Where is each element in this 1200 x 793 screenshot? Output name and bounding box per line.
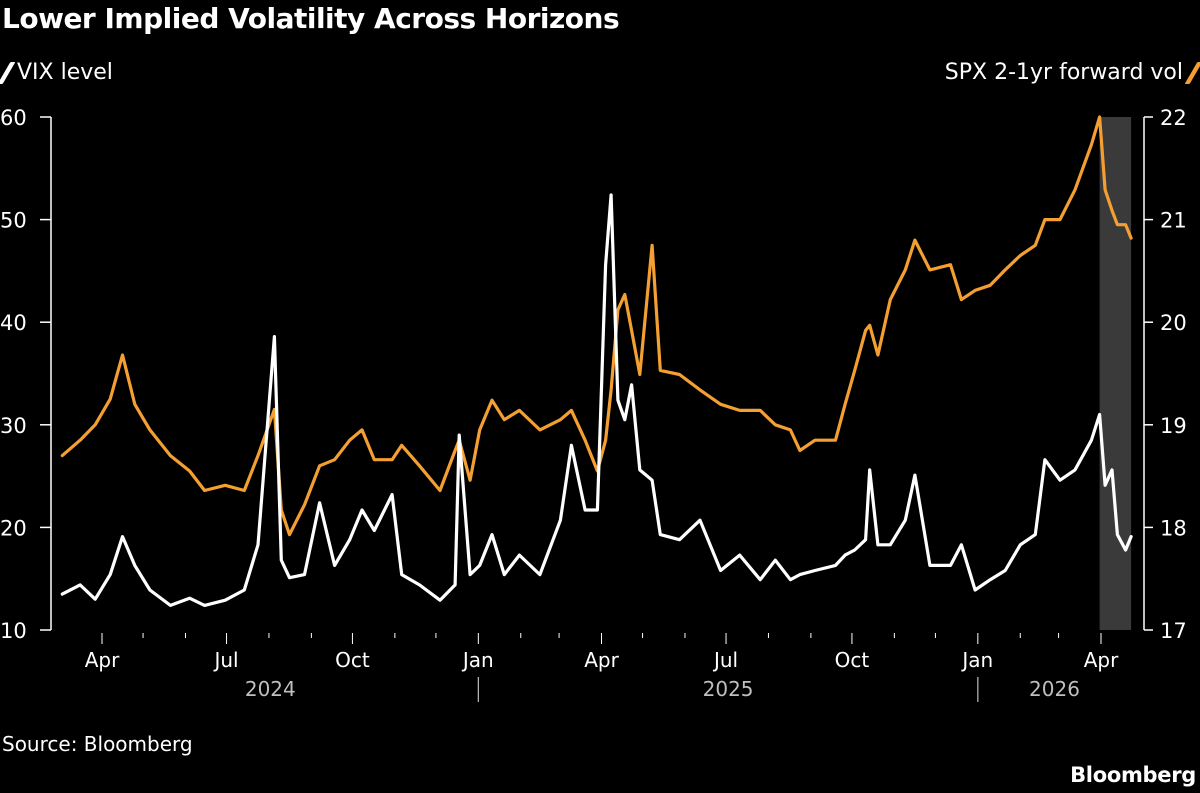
left-axis-tick-label: 50 [0, 209, 27, 233]
legend-item-spx: SPX 2-1yr forward vol [944, 60, 1200, 85]
left-axis-tick-label: 60 [0, 106, 27, 130]
right-axis-tick-label: 21 [1160, 209, 1187, 233]
x-axis-year-label: 2025 [703, 677, 754, 701]
x-axis-month-label: Jan [461, 648, 494, 672]
x-axis-month-label: Apr [1084, 648, 1119, 672]
right-axis-tick-label: 17 [1160, 619, 1187, 643]
left-axis-tick-label: 20 [0, 516, 27, 540]
x-axis-month-label: Oct [335, 648, 370, 672]
left-axis-tick-label: 30 [0, 414, 27, 438]
right-axis-tick-label: 18 [1160, 516, 1187, 540]
spx-forward-vol-line [60, 115, 1133, 537]
left-axis-tick-label: 10 [0, 619, 27, 643]
x-axis-month-label: Jul [712, 648, 738, 672]
x-axis-month-label: Jul [212, 648, 238, 672]
right-axis-tick-label: 22 [1160, 106, 1187, 130]
x-axis-month-label: Jan [960, 648, 993, 672]
vix-level-line [60, 193, 1133, 608]
chart-title: Lower Implied Volatility Across Horizons [2, 2, 620, 35]
legend-label-vix: VIX level [17, 60, 113, 85]
x-axis-month-label: Oct [835, 648, 870, 672]
source-note: Source: Bloomberg [2, 732, 193, 756]
right-axis-tick-label: 20 [1160, 311, 1187, 335]
shaded-region [1099, 117, 1132, 630]
legend-label-spx: SPX 2-1yr forward vol [944, 60, 1183, 85]
x-axis-month-label: Apr [584, 648, 619, 672]
x-axis-year-label: 2026 [1029, 677, 1080, 701]
legend-item-vix: VIX level [0, 60, 113, 85]
x-axis-year-label: 2024 [245, 677, 296, 701]
bloomberg-logo: Bloomberg [1070, 763, 1196, 787]
right-axis-tick-label: 19 [1160, 414, 1187, 438]
x-axis-month-label: Apr [85, 648, 120, 672]
left-axis-tick-label: 40 [0, 311, 27, 335]
